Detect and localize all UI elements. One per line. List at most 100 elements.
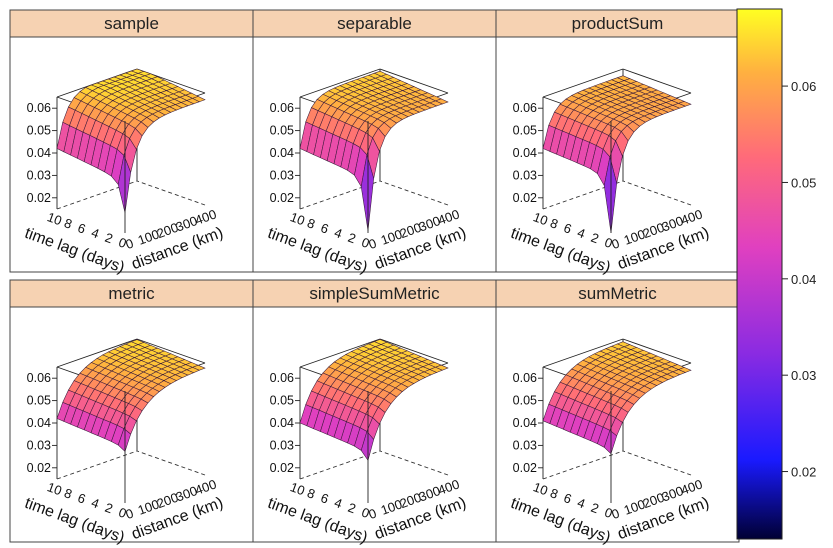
panel-simpleSumMetric: simpleSumMetric 0.02 0.03 0.04 0.05 0.06 02468… — [252, 279, 497, 547]
z-tick-label: 0.06 — [270, 101, 294, 115]
lag-tick-label: 0 — [117, 504, 129, 521]
distance-tick-label: 400 — [436, 206, 462, 228]
distance-tick-label: 200 — [641, 490, 667, 512]
lag-tick-label: 6 — [562, 490, 574, 507]
lag-tick-label: 10 — [531, 479, 550, 498]
distance-tick-label: 400 — [679, 206, 705, 228]
colorbar-tick-label: 0.02 — [791, 465, 816, 480]
lag-tick-label: 2 — [346, 500, 358, 517]
panel-title: metric — [108, 284, 155, 303]
lag-tick-label: 2 — [103, 500, 115, 517]
panel-strip — [252, 9, 497, 38]
z-tick-label: 0.05 — [27, 394, 51, 408]
z-tick-label: 0.06 — [513, 101, 537, 115]
lag-tick-label: 10 — [45, 479, 64, 498]
z-tick-label: 0.02 — [513, 191, 537, 205]
panel-strip — [495, 9, 740, 38]
z-tick-label: 0.03 — [27, 438, 51, 452]
lag-tick-label: 2 — [346, 230, 358, 247]
distance-tick-label: 400 — [679, 476, 705, 498]
box-edge — [622, 68, 692, 94]
lag-tick-label: 4 — [575, 495, 587, 512]
z-tick-label: 0.05 — [270, 394, 294, 408]
z-tick-label: 0.03 — [270, 168, 294, 182]
z-tick-label: 0.06 — [270, 371, 294, 385]
lag-tick-label: 8 — [62, 215, 74, 232]
panel-strip — [252, 279, 497, 308]
distance-tick-label: 100 — [622, 496, 648, 518]
lag-tick-label: 2 — [589, 500, 601, 517]
lag-tick-label: 4 — [332, 225, 344, 242]
lag-tick-label: 0 — [603, 234, 615, 251]
distance-tick-label: 100 — [379, 496, 405, 518]
z-tick-label: 0.02 — [27, 191, 51, 205]
box-hidden-edge — [542, 450, 624, 480]
lag-tick-label: 0 — [360, 504, 372, 521]
lag-tick-label: 8 — [62, 485, 74, 502]
lag-tick-label: 4 — [89, 495, 101, 512]
colorbar-tick-label: 0.04 — [791, 272, 816, 287]
distance-tick-label: 300 — [660, 483, 686, 505]
z-tick-label: 0.06 — [27, 371, 51, 385]
z-tick-label: 0.03 — [513, 438, 537, 452]
z-tick-label: 0.04 — [27, 416, 51, 430]
lag-tick-label: 0 — [603, 504, 615, 521]
panel-title: simpleSumMetric — [309, 284, 440, 303]
panel-title: productSum — [572, 14, 664, 33]
box-edge — [379, 338, 449, 364]
z-tick-label: 0.04 — [270, 146, 294, 160]
lag-tick-label: 10 — [45, 209, 64, 228]
distance-tick-label: 300 — [174, 213, 200, 235]
distance-tick-label: 0 — [366, 505, 378, 522]
colorbar-gradient — [736, 8, 783, 540]
z-tick-label: 0.05 — [27, 124, 51, 138]
box-hidden-edge — [136, 450, 206, 476]
colorbar: 0.02 0.03 0.04 0.05 0.06 — [736, 8, 816, 540]
lag-tick-label: 4 — [575, 225, 587, 242]
box-hidden-edge — [379, 450, 449, 476]
distance-tick-label: 0 — [123, 505, 135, 522]
distance-tick-label: 100 — [136, 226, 162, 248]
box-edge — [136, 338, 206, 364]
panel-strip — [9, 9, 254, 38]
distance-tick-label: 0 — [609, 235, 621, 252]
z-tick-label: 0.04 — [513, 416, 537, 430]
lag-tick-label: 6 — [76, 490, 88, 507]
z-tick-label: 0.06 — [513, 371, 537, 385]
lag-tick-label: 6 — [319, 490, 331, 507]
box-hidden-edge — [622, 450, 692, 476]
surface-facet — [117, 428, 132, 452]
z-tick-label: 0.05 — [270, 124, 294, 138]
box-edge — [622, 338, 692, 364]
distance-tick-label: 0 — [609, 505, 621, 522]
distance-tick-label: 400 — [193, 206, 219, 228]
z-tick-label: 0.05 — [513, 124, 537, 138]
z-tick-label: 0.02 — [270, 191, 294, 205]
panel-title: separable — [337, 14, 412, 33]
z-tick-label: 0.05 — [513, 394, 537, 408]
distance-tick-label: 200 — [398, 490, 424, 512]
panel-strip — [495, 279, 740, 308]
lag-tick-label: 6 — [76, 220, 88, 237]
box-edge — [299, 338, 381, 368]
distance-tick-label: 300 — [174, 483, 200, 505]
lag-tick-label: 4 — [332, 495, 344, 512]
box-edge — [299, 68, 381, 98]
distance-tick-label: 200 — [155, 490, 181, 512]
lag-tick-label: 10 — [288, 209, 307, 228]
distance-tick-label: 0 — [123, 235, 135, 252]
distance-tick-label: 200 — [641, 220, 667, 242]
lag-tick-label: 8 — [548, 485, 560, 502]
distance-tick-label: 400 — [193, 476, 219, 498]
surface-facet — [603, 429, 618, 455]
lag-tick-label: 2 — [103, 230, 115, 247]
z-tick-label: 0.02 — [27, 461, 51, 475]
lag-tick-label: 6 — [562, 220, 574, 237]
surface-facet — [360, 154, 374, 231]
box-hidden-edge — [622, 180, 692, 206]
panel-title: sample — [104, 14, 159, 33]
distance-tick-label: 100 — [379, 226, 405, 248]
box-edge — [56, 338, 138, 368]
